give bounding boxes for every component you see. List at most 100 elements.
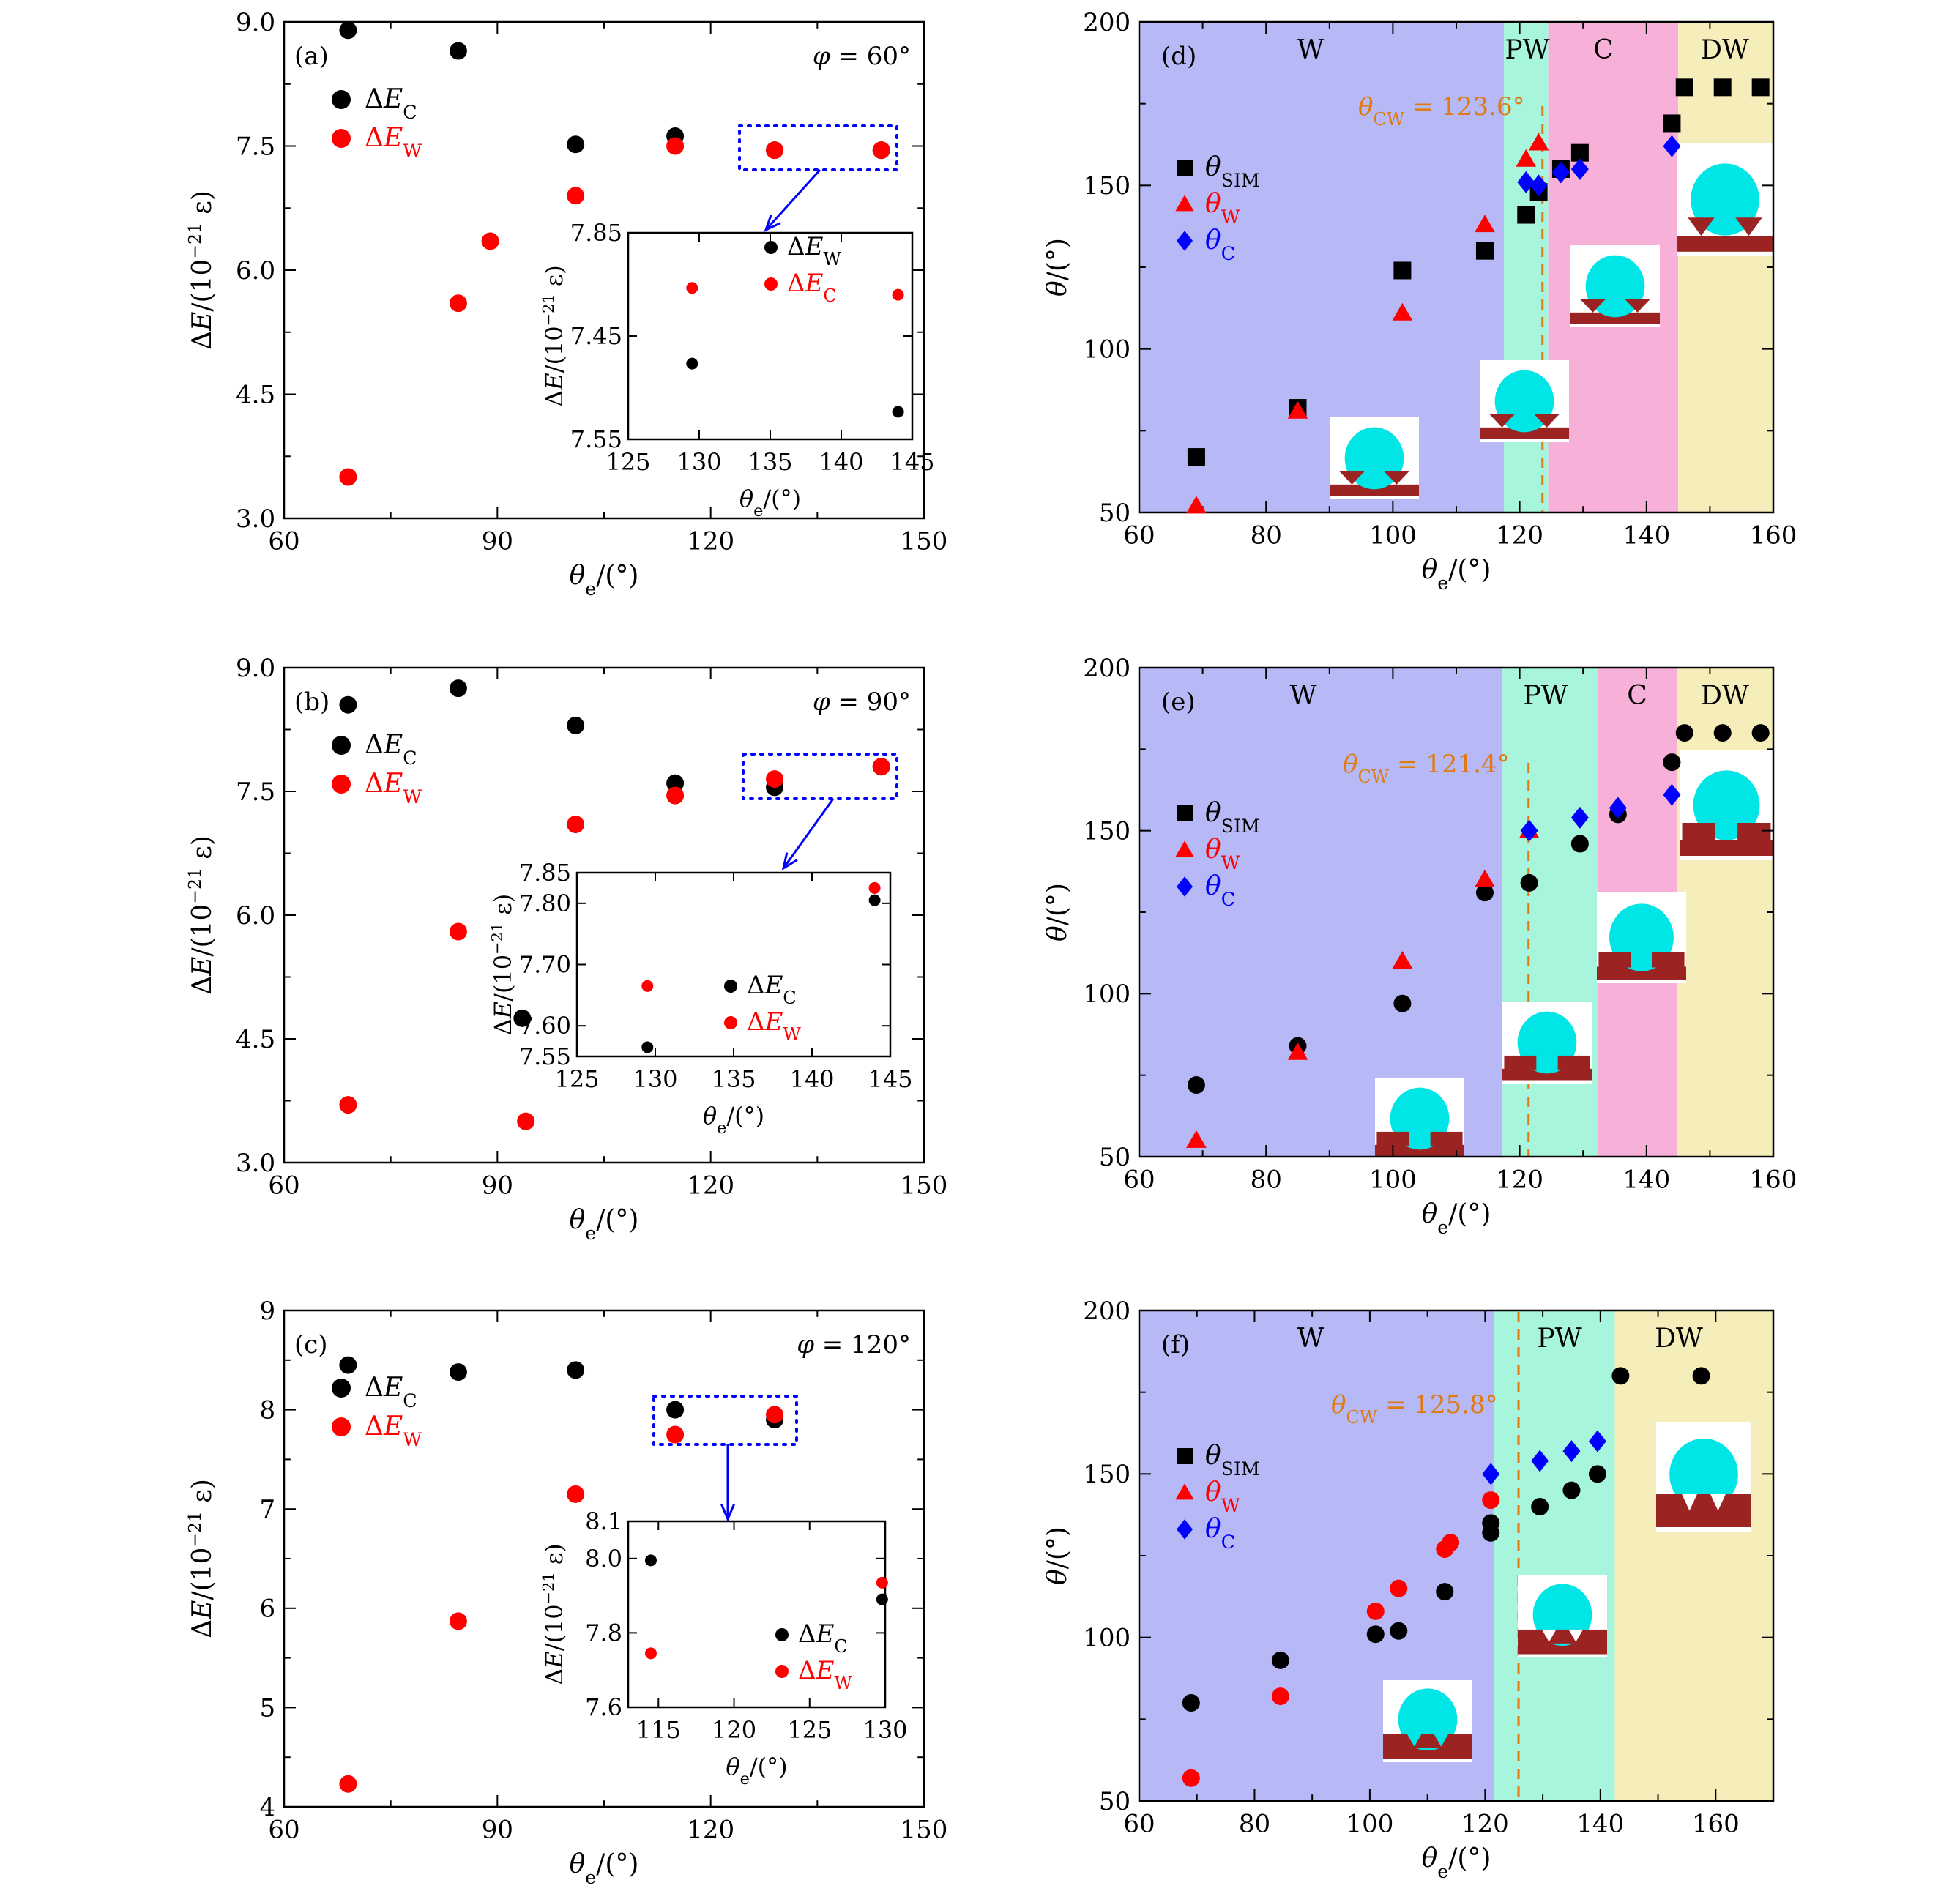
panel-f-xtick-label: 140 (1576, 1810, 1624, 1839)
point-dEC (567, 135, 585, 154)
droplet-illustration (1480, 360, 1569, 442)
point-dEC (339, 695, 357, 714)
inset-ytick-label: 8.1 (585, 1507, 622, 1535)
substrate-pillar (1580, 299, 1606, 313)
inset-xtick-label: 130 (633, 1065, 677, 1093)
inset-xtick-label: 125 (605, 448, 650, 476)
panel-c-ytick-label: 8 (259, 1396, 275, 1425)
substrate-groove (1541, 1629, 1557, 1642)
panel-e-xtick-label: 100 (1369, 1166, 1417, 1195)
point-θC (1570, 158, 1589, 180)
panel-d-ytick-label: 150 (1083, 171, 1130, 201)
point-θW (1442, 1534, 1460, 1552)
panel-a-ylabel: ΔE/(10−21 ε) (185, 190, 217, 350)
phi-annotation: φ = 90° (813, 687, 911, 717)
panel-c-xlabel: θe/(°) (570, 1849, 639, 1888)
inset-xtick-label: 120 (712, 1716, 756, 1744)
substrate-base (1597, 966, 1686, 980)
point-θC (1531, 1450, 1549, 1472)
panel-d-ytick-label: 100 (1083, 335, 1130, 365)
panel-letter: (e) (1161, 687, 1196, 717)
inset-ytick-label: 7.8 (585, 1619, 622, 1646)
panel-d-xtick-label: 100 (1369, 521, 1417, 551)
inset-xlabel: θe/(°) (726, 1753, 787, 1789)
point-dEC (449, 1363, 467, 1381)
legend-marker-θC (1177, 1519, 1193, 1540)
point-θC (1520, 819, 1538, 842)
critical-line-label: θCW = 125.8° (1331, 1390, 1498, 1428)
point-dEC (449, 679, 467, 698)
inset-xtick-label: 145 (868, 1065, 912, 1093)
panel-c: 60 90 120 150 4 5 6 7 8 9 θe/(°) ΔE/(10−21 ε) (c) φ =… (185, 1297, 947, 1888)
point-dEW (766, 770, 784, 788)
substrate-groove (1710, 1494, 1726, 1511)
substrate-pillar (1625, 299, 1650, 313)
substrate-base (1518, 1642, 1607, 1655)
point-θW (1271, 1687, 1289, 1706)
inset-ytick-label: 7.45 (570, 322, 622, 350)
point-θSIM (1182, 1694, 1200, 1712)
point-θSIM (1436, 1583, 1454, 1601)
point-θSIM (1390, 1622, 1408, 1640)
legend-label-θSIM: θSIM (1205, 1441, 1260, 1480)
legend-marker-θSIM (1177, 805, 1193, 821)
panel-e-xtick-label: 60 (1123, 1166, 1155, 1195)
inset-ylabel: ΔE/(10−21 ε) (540, 265, 568, 407)
point-dEW (449, 1612, 467, 1630)
panel-e-xtick-label: 160 (1750, 1166, 1797, 1195)
point-θSIM (1271, 1651, 1289, 1669)
inset-b: 7.55 7.60 7.70 7.80 7.85 125 130 135 140 145 θe/(°… (488, 859, 913, 1138)
panel-e-xtick-label: 80 (1251, 1166, 1282, 1195)
zoom-arrow (782, 798, 835, 869)
substrate-pillar (1735, 217, 1762, 236)
inset-legend-marker (724, 1016, 737, 1029)
droplet-illustration (1677, 143, 1773, 256)
panel-a-xtick-label: 150 (901, 527, 948, 556)
substrate-pillar (1534, 414, 1560, 428)
substrate-groove (1406, 1734, 1422, 1747)
point-dEW (567, 816, 585, 834)
panel-b-ytick-label: 4.5 (236, 1025, 275, 1054)
droplet-illustration (1518, 1575, 1607, 1657)
point-θW (1182, 1769, 1200, 1787)
inset-point-black (892, 406, 904, 418)
inset-legend-label: ΔEW (798, 1656, 852, 1693)
region-label-C: C (1627, 681, 1647, 711)
inset-ytick-label: 7.55 (519, 1043, 571, 1070)
point-θC (1588, 1430, 1606, 1452)
legend-label-dEW: ΔEW (365, 123, 422, 162)
inset-point-red (892, 288, 904, 301)
point-θC (1482, 1463, 1500, 1485)
point-θC (1517, 171, 1535, 193)
point-θSIM (1751, 724, 1770, 742)
inset-ylabel: ΔE/(10−21 ε) (488, 894, 517, 1036)
panel-f-xtick-label: 80 (1239, 1810, 1270, 1839)
point-θC (1609, 797, 1627, 819)
panel-b: 60 90 120 150 3.0 4.5 6.0 7.5 9.0 θe/(°) ΔE/(10−21… (185, 654, 947, 1244)
point-θSIM (1187, 1076, 1205, 1094)
critical-line-label: θCW = 123.6° (1358, 92, 1525, 130)
point-dEW (567, 1485, 585, 1503)
substrate-pillar (1682, 823, 1715, 841)
panel-c-ylabel: ΔE/(10−21 ε) (185, 1479, 217, 1638)
region-label-DW: DW (1655, 1324, 1703, 1354)
inset-ytick-label: 7.80 (519, 890, 571, 917)
point-θSIM (1663, 753, 1681, 772)
point-θSIM (1588, 1465, 1606, 1483)
point-dEW (666, 786, 685, 805)
point-dEW (339, 468, 357, 486)
point-θSIM (1675, 78, 1693, 97)
critical-line-label: θCW = 121.4° (1343, 750, 1510, 787)
point-θW (1287, 1042, 1308, 1060)
inset-ytick-label: 7.85 (519, 859, 571, 887)
panel-a-ytick-label: 6.0 (236, 256, 275, 286)
point-θC (1663, 783, 1681, 806)
panel-a-xtick-label: 60 (268, 527, 299, 556)
panel-f-ytick-label: 150 (1083, 1460, 1130, 1489)
point-dEW (449, 922, 467, 941)
point-θSIM (1562, 1481, 1581, 1499)
panel-b-ytick-label: 9.0 (236, 654, 275, 683)
point-dEW (766, 141, 784, 160)
inset-point-black (686, 357, 698, 370)
point-θW (1186, 496, 1207, 514)
